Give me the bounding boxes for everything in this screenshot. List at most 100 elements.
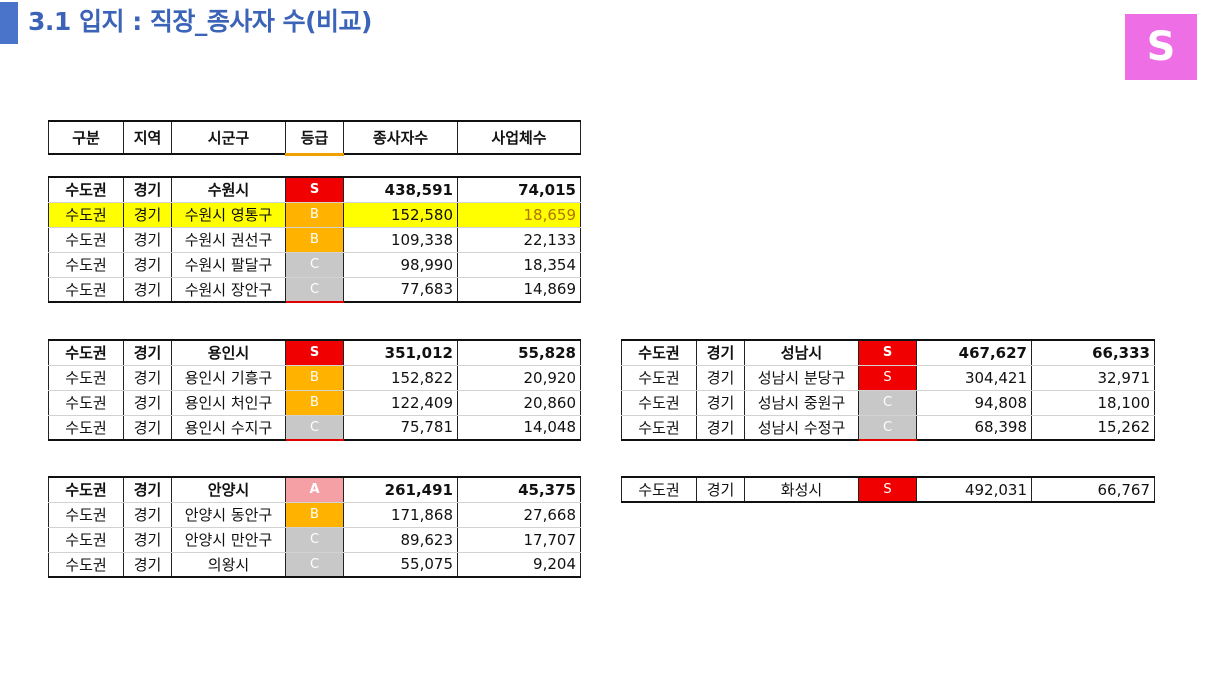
cell-category: 수도권 <box>48 552 124 578</box>
cell-businesses: 66,333 <box>1031 339 1155 366</box>
table-row: 수도권 경기 성남시 수정구 C 68,398 15,262 <box>621 415 1155 441</box>
header-businesses: 사업체수 <box>457 120 581 155</box>
table-row: 수도권 경기 용인시 처인구 B 122,409 20,860 <box>48 390 581 416</box>
cell-region: 경기 <box>123 365 172 391</box>
table-row: 수도권 경기 수원시 장안구 C 77,683 14,869 <box>48 277 581 303</box>
cell-businesses: 20,920 <box>457 365 581 391</box>
cell-region: 경기 <box>696 339 745 366</box>
header-region: 지역 <box>123 120 172 155</box>
cell-businesses: 14,869 <box>457 277 581 303</box>
cell-district: 수원시 팔달구 <box>171 252 286 278</box>
cell-region: 경기 <box>696 476 745 503</box>
table-row: 수도권 경기 용인시 수지구 C 75,781 14,048 <box>48 415 581 441</box>
cell-category: 수도권 <box>48 339 124 366</box>
table-row: 수도권 경기 수원시 S 438,591 74,015 <box>48 176 581 203</box>
cell-region: 경기 <box>123 476 172 503</box>
cell-district: 성남시 수정구 <box>744 415 859 441</box>
cell-businesses: 14,048 <box>457 415 581 441</box>
cell-region: 경기 <box>123 202 172 228</box>
cell-employees: 492,031 <box>916 476 1032 503</box>
cell-employees: 122,409 <box>343 390 458 416</box>
cell-category: 수도권 <box>48 476 124 503</box>
cell-employees: 98,990 <box>343 252 458 278</box>
cell-region: 경기 <box>123 176 172 203</box>
title-accent-bar <box>0 2 18 44</box>
cell-grade: B <box>285 365 344 391</box>
cell-employees: 467,627 <box>916 339 1032 366</box>
cell-grade: B <box>285 502 344 528</box>
column-header-table: 구분 지역 시군구 등급 종사자수 사업체수 <box>48 120 581 156</box>
cell-businesses: 20,860 <box>457 390 581 416</box>
cell-region: 경기 <box>696 390 745 416</box>
cell-grade: B <box>285 202 344 228</box>
cell-employees: 304,421 <box>916 365 1032 391</box>
cell-grade: C <box>858 415 917 441</box>
cell-employees: 77,683 <box>343 277 458 303</box>
table-anyang: 수도권 경기 안양시 A 261,491 45,375 수도권 경기 안양시 동… <box>48 476 581 578</box>
cell-employees: 55,075 <box>343 552 458 578</box>
cell-region: 경기 <box>123 277 172 303</box>
cell-district: 의왕시 <box>171 552 286 578</box>
header-grade: 등급 <box>285 120 344 156</box>
cell-businesses: 9,204 <box>457 552 581 578</box>
cell-category: 수도권 <box>48 390 124 416</box>
cell-businesses: 66,767 <box>1031 476 1155 503</box>
table-row: 수도권 경기 안양시 A 261,491 45,375 <box>48 476 581 503</box>
cell-district: 수원시 <box>171 176 286 203</box>
cell-district: 용인시 <box>171 339 286 366</box>
cell-employees: 152,822 <box>343 365 458 391</box>
cell-businesses: 32,971 <box>1031 365 1155 391</box>
table-row: 수도권 경기 안양시 동안구 B 171,868 27,668 <box>48 502 581 528</box>
table-row: 수도권 경기 용인시 S 351,012 55,828 <box>48 339 581 366</box>
cell-grade: A <box>285 476 344 503</box>
cell-category: 수도권 <box>621 339 697 366</box>
cell-businesses: 22,133 <box>457 227 581 253</box>
cell-region: 경기 <box>123 527 172 553</box>
cell-employees: 68,398 <box>916 415 1032 441</box>
cell-grade: B <box>285 390 344 416</box>
cell-district: 성남시 <box>744 339 859 366</box>
cell-region: 경기 <box>123 502 172 528</box>
cell-region: 경기 <box>123 415 172 441</box>
cell-district: 용인시 수지구 <box>171 415 286 441</box>
cell-district: 수원시 권선구 <box>171 227 286 253</box>
cell-employees: 351,012 <box>343 339 458 366</box>
table-yongin: 수도권 경기 용인시 S 351,012 55,828 수도권 경기 용인시 기… <box>48 339 581 441</box>
cell-district: 안양시 동안구 <box>171 502 286 528</box>
table-hwaseong: 수도권 경기 화성시 S 492,031 66,767 <box>621 476 1155 503</box>
cell-district: 성남시 중원구 <box>744 390 859 416</box>
table-row: 수도권 경기 성남시 분당구 S 304,421 32,971 <box>621 365 1155 391</box>
cell-employees: 438,591 <box>343 176 458 203</box>
table-row: 수도권 경기 안양시 만안구 C 89,623 17,707 <box>48 527 581 553</box>
cell-district: 안양시 만안구 <box>171 527 286 553</box>
cell-category: 수도권 <box>48 176 124 203</box>
page-title: 3.1 입지 : 직장_종사자 수(비교) <box>28 7 372 36</box>
cell-category: 수도권 <box>621 390 697 416</box>
cell-grade: S <box>858 339 917 366</box>
table-row: 수도권 경기 화성시 S 492,031 66,767 <box>621 476 1155 503</box>
header-employees: 종사자수 <box>343 120 458 155</box>
cell-grade: S <box>858 476 917 503</box>
table-row: 수도권 경기 용인시 기흥구 B 152,822 20,920 <box>48 365 581 391</box>
cell-grade: S <box>285 176 344 203</box>
cell-grade: B <box>285 227 344 253</box>
table-row: 수도권 경기 의왕시 C 55,075 9,204 <box>48 552 581 578</box>
cell-category: 수도권 <box>48 252 124 278</box>
cell-businesses: 17,707 <box>457 527 581 553</box>
cell-district: 안양시 <box>171 476 286 503</box>
cell-grade: C <box>285 277 344 303</box>
cell-grade: S <box>285 339 344 366</box>
cell-category: 수도권 <box>48 277 124 303</box>
cell-businesses: 74,015 <box>457 176 581 203</box>
cell-district: 성남시 분당구 <box>744 365 859 391</box>
cell-businesses: 18,659 <box>457 202 581 228</box>
cell-category: 수도권 <box>621 415 697 441</box>
cell-region: 경기 <box>696 415 745 441</box>
cell-region: 경기 <box>123 339 172 366</box>
cell-businesses: 18,100 <box>1031 390 1155 416</box>
cell-category: 수도권 <box>48 415 124 441</box>
cell-businesses: 55,828 <box>457 339 581 366</box>
grade-badge: S <box>1125 14 1197 80</box>
header-district: 시군구 <box>171 120 286 155</box>
cell-grade: C <box>285 252 344 278</box>
